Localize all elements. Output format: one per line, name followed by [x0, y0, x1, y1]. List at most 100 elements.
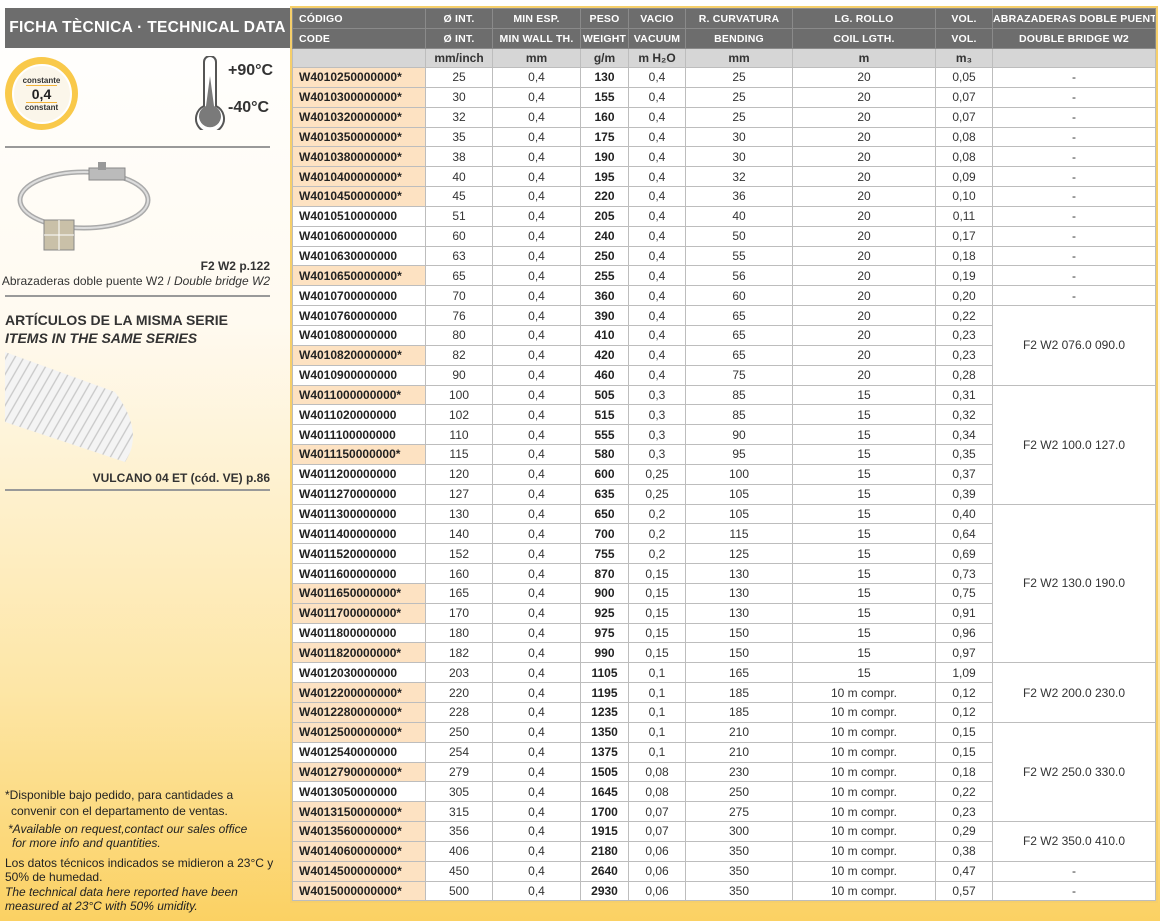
cell-weight: 160: [580, 106, 629, 128]
page-title: FICHA TÈCNICA · TECHNICAL DATA: [5, 8, 290, 48]
cell-wall-thickness: 0,4: [492, 880, 581, 902]
cell-bending: 65: [685, 324, 793, 346]
cell-vacuum: 0,06: [628, 860, 686, 882]
cell-code: W4011200000000: [292, 463, 426, 485]
cell-bending: 50: [685, 225, 793, 247]
cell-volume: 0,32: [935, 404, 993, 426]
cell-volume: 1,09: [935, 662, 993, 684]
cell-volume: 0,91: [935, 602, 993, 624]
cell-wall-thickness: 0,4: [492, 821, 581, 842]
cell-bending: 250: [685, 781, 793, 803]
cell-bending: 210: [685, 721, 793, 743]
cell-double-bridge: -: [992, 245, 1156, 267]
cell-wall-thickness: 0,4: [492, 126, 581, 148]
cell-diameter: 356: [425, 821, 493, 842]
cell-volume: 0,17: [935, 225, 993, 247]
cell-coil-length: 15: [792, 424, 936, 446]
cell-code: W4011300000000: [292, 503, 426, 525]
badge-value: 0,4: [25, 84, 58, 103]
cell-vacuum: 0,4: [628, 67, 686, 88]
cell-wall-thickness: 0,4: [492, 186, 581, 207]
cell-volume: 0,11: [935, 205, 993, 227]
badge-bottom-label: constant: [24, 102, 59, 112]
cell-double-bridge: -: [992, 126, 1156, 148]
cell-weight: 155: [580, 86, 629, 108]
cell-coil-length: 10 m compr.: [792, 880, 936, 902]
cell-code: W4011000000000*: [292, 384, 426, 406]
cell-code: W4010700000000: [292, 285, 426, 307]
cell-volume: 0,22: [935, 305, 993, 326]
cell-vacuum: 0,4: [628, 205, 686, 227]
cell-double-bridge: F2 W2 350.0 410.0: [992, 821, 1156, 862]
column-header-code: CÓDIGO: [292, 8, 426, 29]
cell-double-bridge: -: [992, 106, 1156, 128]
table-row: W4013560000000* 356 0,4 1915 0,07 300 10 m com…: [292, 821, 1156, 862]
cell-diameter: 40: [425, 166, 493, 188]
cell-diameter: 30: [425, 86, 493, 108]
cell-diameter: 228: [425, 702, 493, 723]
table-row: W4012280000000* 228 0,4 1235 0,1 185 10 m comp…: [292, 702, 1156, 723]
table-row: W4010350000000* 35 0,4 175 0,4 30 20 0,08-: [292, 126, 1156, 148]
cell-vacuum: 0,3: [628, 444, 686, 465]
cell-weight: 360: [580, 285, 629, 307]
cell-coil-length: 20: [792, 166, 936, 188]
cell-volume: 0,12: [935, 682, 993, 703]
table-row: W4010700000000 70 0,4 360 0,4 60 20 0,20-: [292, 285, 1156, 307]
cell-code: W4010650000000*: [292, 265, 426, 287]
cell-double-bridge: F2 W2 100.0 127.0: [992, 384, 1156, 505]
column-header-wall-thickness: MIN WALL TH.: [492, 28, 581, 49]
cell-wall-thickness: 0,4: [492, 761, 581, 783]
cell-vacuum: 0,25: [628, 483, 686, 505]
series-item: VULCANO 04 ET (cód. VE) p.86: [92, 471, 270, 485]
cell-vacuum: 0,15: [628, 582, 686, 604]
cell-volume: 0,39: [935, 483, 993, 505]
cell-volume: 0,35: [935, 444, 993, 465]
hose-image: [5, 352, 133, 462]
table-row: W4010250000000* 25 0,4 130 0,4 25 20 0,05-: [292, 67, 1156, 88]
cell-volume: 0,15: [935, 741, 993, 763]
badge-top-label: constante: [22, 75, 61, 85]
cell-wall-thickness: 0,4: [492, 225, 581, 247]
cell-bending: 100: [685, 463, 793, 485]
table-row: W4010630000000 63 0,4 250 0,4 55 20 0,18-: [292, 245, 1156, 267]
footnote-es-line2: convenir con el departamento de ventas.: [11, 804, 228, 818]
cell-wall-thickness: 0,4: [492, 404, 581, 426]
cell-weight: 755: [580, 543, 629, 565]
cell-bending: 150: [685, 622, 793, 644]
cell-bending: 130: [685, 563, 793, 584]
column-header-wall-thickness: MIN ESP.: [492, 8, 581, 29]
cell-diameter: 140: [425, 523, 493, 545]
cell-code: W4011400000000: [292, 523, 426, 545]
cell-code: W4010250000000*: [292, 67, 426, 88]
cell-code: W4010800000000: [292, 324, 426, 346]
cell-volume: 0,07: [935, 86, 993, 108]
cell-wall-thickness: 0,4: [492, 682, 581, 703]
cell-bending: 210: [685, 741, 793, 763]
cell-bending: 300: [685, 821, 793, 842]
cell-code: W4012500000000*: [292, 721, 426, 743]
cell-double-bridge: -: [992, 86, 1156, 108]
cell-bending: 56: [685, 265, 793, 287]
note-es: Los datos técnicos indicados se midieron…: [5, 856, 274, 884]
cell-weight: 205: [580, 205, 629, 227]
column-header-code: CODE: [292, 28, 426, 49]
cell-volume: 0,23: [935, 801, 993, 823]
unit-volume: m₃: [935, 48, 993, 68]
cell-vacuum: 0,4: [628, 86, 686, 108]
cell-diameter: 160: [425, 563, 493, 584]
cell-volume: 0,73: [935, 563, 993, 584]
column-header-weight: PESO: [580, 8, 629, 29]
cell-wall-thickness: 0,4: [492, 860, 581, 882]
cell-code: W4010400000000*: [292, 166, 426, 188]
divider: [5, 146, 270, 148]
cell-wall-thickness: 0,4: [492, 563, 581, 584]
cell-vacuum: 0,4: [628, 324, 686, 346]
cell-diameter: 250: [425, 721, 493, 743]
cell-wall-thickness: 0,4: [492, 801, 581, 823]
cell-weight: 700: [580, 523, 629, 545]
cell-code: W4013050000000: [292, 781, 426, 803]
cell-vacuum: 0,15: [628, 642, 686, 664]
table-row: W4010900000000 90 0,4 460 0,4 75 20 0,28: [292, 364, 1156, 386]
cell-weight: 2930: [580, 880, 629, 902]
cell-bending: 90: [685, 424, 793, 446]
